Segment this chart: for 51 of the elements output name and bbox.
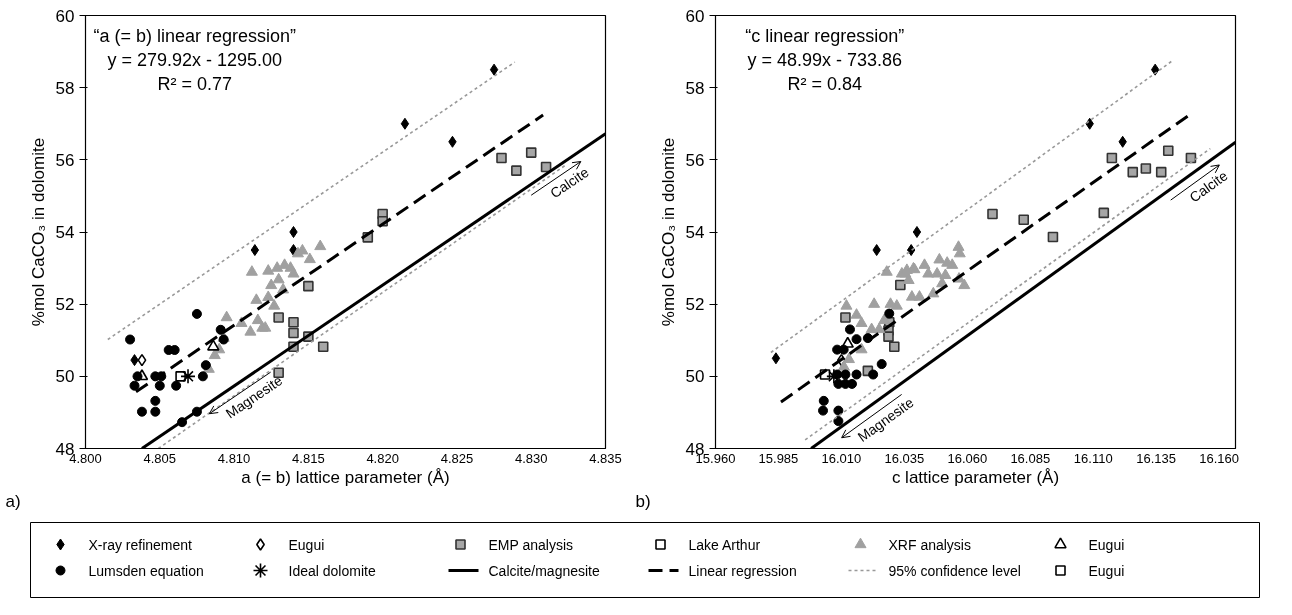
x-tick-label: 4.810 (217, 450, 251, 466)
y-tick-label: 60 (55, 6, 75, 26)
legend-label: Ideal dolomite (288, 562, 376, 579)
annotation: “c linear regression” (745, 25, 905, 46)
y-axis-title: %mol CaCO₃ in dolomite (658, 137, 678, 327)
y-tick-label: 54 (55, 223, 75, 242)
y-tick-label: 52 (55, 295, 75, 315)
x-axis-title: a (= b) lattice parameter (Å) (241, 467, 450, 487)
x-tick-label: 16.085 (1010, 450, 1051, 466)
legend-label: Eugui (1088, 536, 1125, 553)
x-tick-label: 16.035 (884, 450, 925, 466)
annotation: R² = 0.77 (157, 73, 232, 94)
x-tick-label: 4.805 (143, 450, 177, 466)
legend-label: Lake Arthur (688, 536, 761, 553)
text: b) (635, 491, 651, 511)
legend-label: X-ray refinement (88, 536, 193, 553)
y-tick-label: 56 (685, 150, 705, 170)
x-tick-label: 16.160 (1199, 450, 1240, 466)
text: a) (5, 491, 21, 511)
x-tick-label: 16.135 (1136, 450, 1177, 466)
y-tick-label: 54 (685, 223, 705, 242)
y-tick-label: 56 (55, 150, 75, 170)
legend-label: 95% confidence level (888, 562, 1021, 579)
legend-label: Eugui (1088, 562, 1125, 579)
x-tick-label: 4.815 (292, 450, 325, 466)
y-tick-label: 50 (55, 367, 75, 387)
x-tick-label: 15.985 (758, 450, 799, 466)
x-tick-label: 4.825 (440, 450, 474, 466)
annotation: “a (= b) linear regression” (93, 25, 296, 46)
legend-label: EMP analysis (488, 536, 574, 553)
annotation: y = 279.92x - 1295.00 (107, 49, 283, 70)
x-tick-label: 4.820 (366, 450, 399, 466)
y-axis-title: %mol CaCO₃ in dolomite (28, 137, 48, 327)
x-tick-label: 16.110 (1073, 450, 1113, 466)
y-tick-label: 58 (685, 78, 705, 98)
y-tick-label: 58 (55, 78, 75, 98)
legend-label: Calcite/magnesite (488, 562, 600, 579)
legend-label: Lumsden equation (88, 562, 204, 579)
x-axis-title: c lattice parameter (Å) (891, 467, 1060, 487)
x-tick-label: 4.835 (589, 450, 622, 466)
x-tick-label: 4.830 (514, 450, 548, 466)
y-tick-label: 52 (685, 295, 705, 315)
y-tick-label: 60 (685, 6, 705, 26)
legend-label: Eugui (288, 536, 325, 553)
x-tick-label: 16.060 (947, 450, 988, 466)
y-tick-label: 50 (685, 367, 705, 387)
annotation: R² = 0.84 (787, 73, 862, 94)
annotation: y = 48.99x - 733.86 (747, 49, 903, 70)
x-tick-label: 16.010 (821, 450, 862, 466)
legend-label: Linear regression (688, 562, 797, 579)
legend-label: XRF analysis (888, 536, 971, 553)
